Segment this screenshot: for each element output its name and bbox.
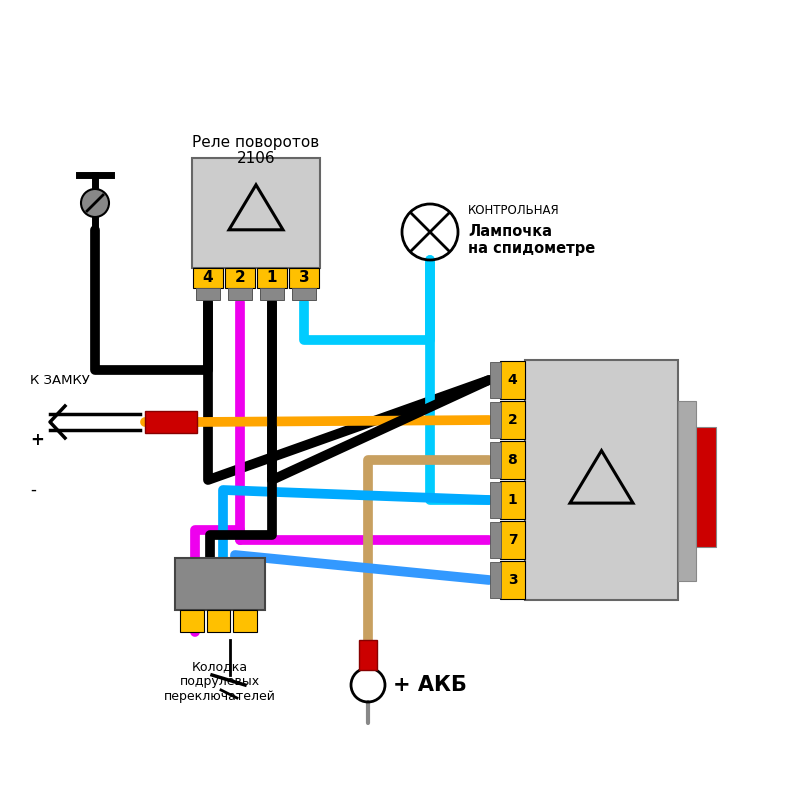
Text: 3: 3 — [298, 271, 309, 286]
Text: Колодка
подрулевых
переключателей: Колодка подрулевых переключателей — [164, 660, 276, 703]
Bar — [260, 288, 284, 300]
Text: К ЗАМКУ: К ЗАМКУ — [30, 374, 89, 386]
Bar — [490, 522, 501, 558]
Text: 2106: 2106 — [237, 151, 276, 166]
Bar — [490, 402, 501, 438]
Text: 7: 7 — [508, 533, 517, 547]
Text: 4: 4 — [203, 271, 214, 286]
Bar — [525, 360, 678, 600]
Bar — [175, 558, 265, 610]
Bar — [490, 362, 501, 398]
Bar — [289, 268, 319, 288]
Bar — [696, 427, 716, 547]
Bar — [500, 401, 525, 439]
Text: 3: 3 — [508, 573, 517, 587]
Bar — [257, 268, 287, 288]
Bar — [228, 288, 252, 300]
Text: Реле поворотов: Реле поворотов — [192, 135, 319, 150]
Bar — [292, 288, 316, 300]
Bar — [500, 561, 525, 599]
Bar — [193, 268, 223, 288]
Text: + АКБ: + АКБ — [393, 675, 467, 695]
Bar — [233, 610, 257, 632]
Bar — [500, 481, 525, 519]
Bar — [490, 562, 501, 598]
Circle shape — [81, 189, 109, 217]
Bar — [500, 521, 525, 559]
Bar — [678, 401, 696, 581]
Bar — [490, 442, 501, 478]
Bar — [196, 288, 220, 300]
Bar — [206, 610, 230, 632]
Bar — [192, 158, 320, 268]
Bar — [145, 411, 197, 433]
Text: -: - — [30, 481, 36, 499]
Text: 4: 4 — [508, 373, 517, 387]
Bar — [490, 482, 501, 518]
Text: 1: 1 — [508, 493, 517, 507]
Text: Лампочка
на спидометре: Лампочка на спидометре — [468, 224, 595, 256]
Bar — [180, 610, 203, 632]
Bar — [359, 640, 377, 670]
Text: 2: 2 — [235, 271, 246, 286]
Bar — [500, 441, 525, 479]
Bar — [225, 268, 255, 288]
Text: 2: 2 — [508, 413, 517, 427]
Text: +: + — [30, 431, 44, 449]
Bar — [500, 361, 525, 399]
Text: 8: 8 — [508, 453, 517, 467]
Text: 1: 1 — [267, 271, 277, 286]
Text: КОНТРОЛЬНАЯ: КОНТРОЛЬНАЯ — [468, 203, 560, 217]
